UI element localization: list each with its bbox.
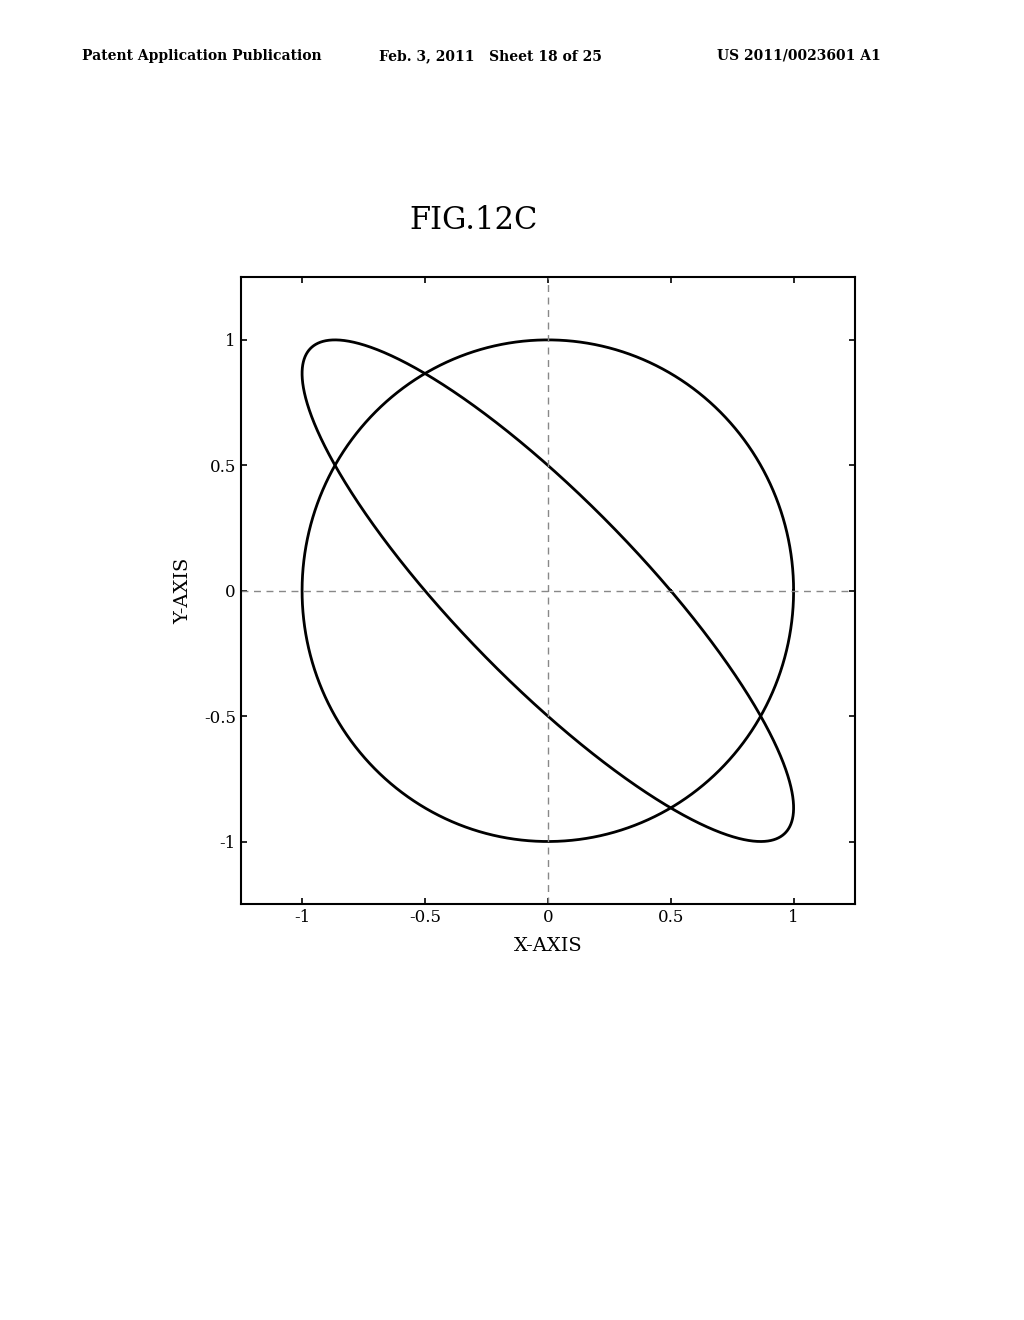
Text: FIG.12C: FIG.12C bbox=[410, 205, 538, 235]
Text: Feb. 3, 2011   Sheet 18 of 25: Feb. 3, 2011 Sheet 18 of 25 bbox=[379, 49, 602, 63]
Y-axis label: Y-AXIS: Y-AXIS bbox=[175, 557, 193, 624]
Text: US 2011/0023601 A1: US 2011/0023601 A1 bbox=[717, 49, 881, 63]
Text: Patent Application Publication: Patent Application Publication bbox=[82, 49, 322, 63]
X-axis label: X-AXIS: X-AXIS bbox=[513, 937, 583, 956]
